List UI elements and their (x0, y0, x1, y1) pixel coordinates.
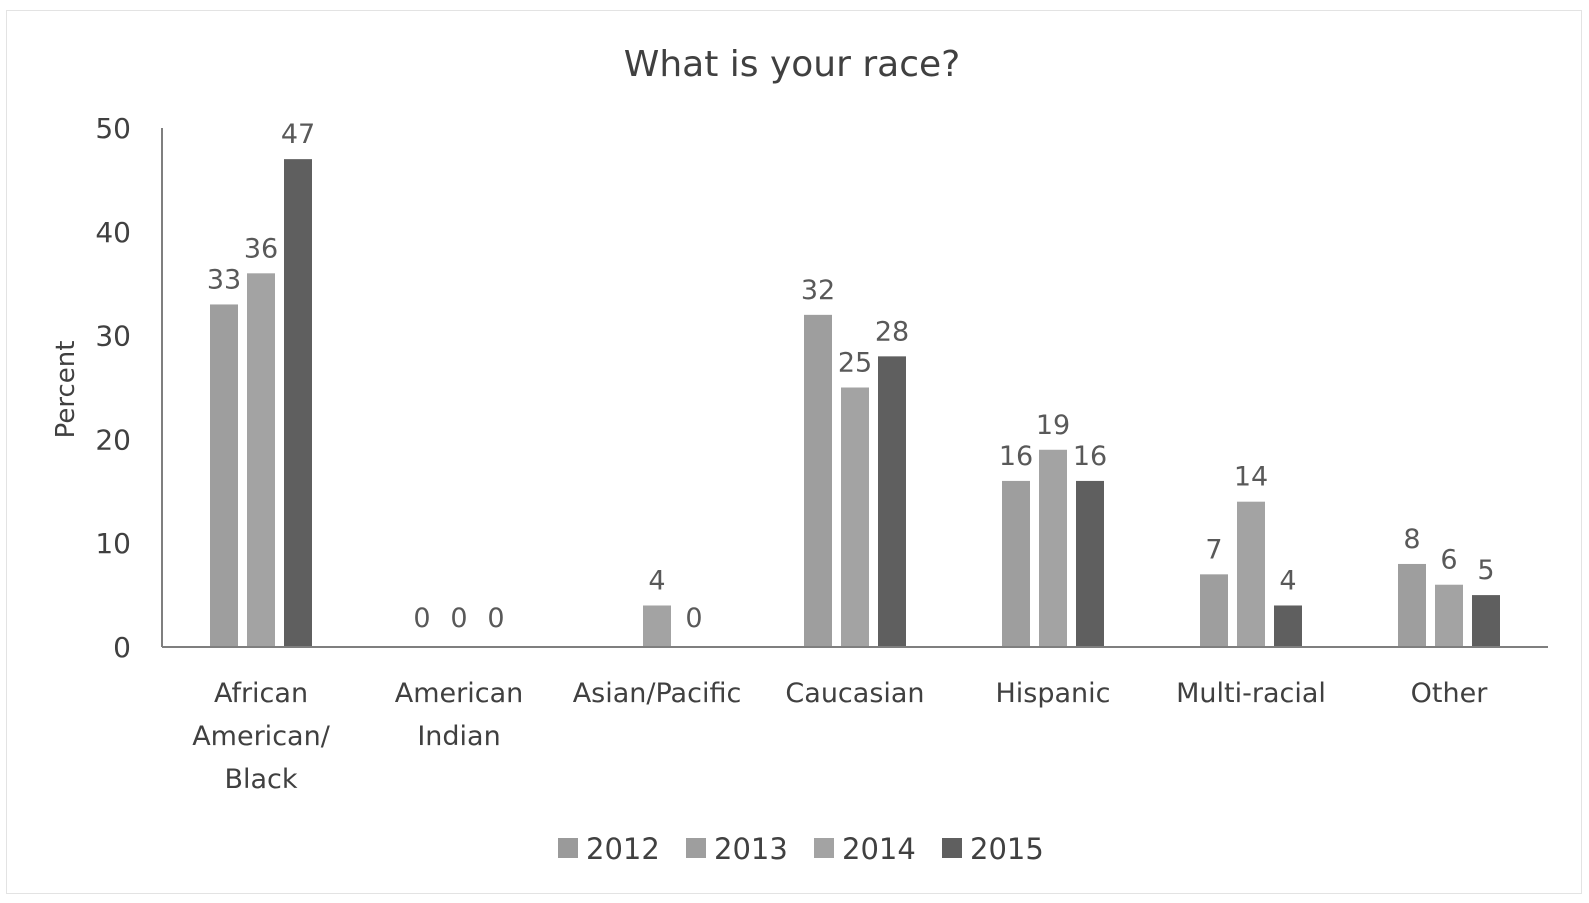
data-label: 16 (1073, 441, 1107, 472)
data-label: 33 (207, 264, 241, 295)
bar (1472, 595, 1500, 647)
chart-title: What is your race? (624, 44, 961, 85)
data-label: 0 (685, 603, 702, 634)
x-tick-label: Indian (417, 721, 500, 752)
bar (1398, 563, 1426, 647)
y-tick-label: 40 (95, 216, 131, 249)
data-label: 4 (1279, 565, 1296, 596)
bar (1002, 480, 1030, 647)
legend-label: 2013 (714, 832, 788, 866)
data-label: 32 (801, 275, 835, 306)
data-label: 25 (838, 348, 872, 379)
bar (1274, 605, 1302, 647)
data-label: 6 (1440, 545, 1457, 576)
legend-swatch (686, 838, 706, 858)
data-label: 8 (1403, 524, 1420, 555)
data-label: 19 (1036, 410, 1070, 441)
bar (1237, 501, 1265, 647)
y-tick-label: 0 (113, 631, 131, 664)
data-label: 0 (487, 603, 504, 634)
y-tick-label: 30 (95, 320, 131, 353)
data-label: 0 (450, 603, 467, 634)
x-tick-label: American (395, 678, 524, 709)
bar (804, 314, 832, 647)
legend-label: 2015 (970, 832, 1044, 866)
bar (1076, 480, 1104, 647)
y-axis-label: Percent (51, 341, 81, 439)
data-label: 28 (875, 316, 909, 347)
chart-frame (6, 10, 1582, 894)
x-tick-label: Multi-racial (1176, 678, 1326, 709)
bar (247, 273, 275, 647)
data-label: 0 (413, 603, 430, 634)
x-tick-label: African (214, 678, 308, 709)
bar (878, 356, 906, 647)
bar (1200, 574, 1228, 647)
data-label: 7 (1205, 534, 1222, 565)
data-label: 16 (999, 441, 1033, 472)
x-tick-label: Other (1411, 678, 1489, 709)
data-label: 4 (648, 565, 665, 596)
bar (643, 605, 671, 647)
data-label: 47 (281, 119, 315, 150)
legend-swatch (814, 838, 834, 858)
legend-label: 2014 (842, 832, 916, 866)
y-tick-label: 10 (95, 527, 131, 560)
bar (1435, 584, 1463, 647)
x-tick-label: Black (224, 764, 297, 795)
y-tick-label: 20 (95, 423, 131, 456)
legend-swatch (558, 838, 578, 858)
data-label: 36 (244, 233, 278, 264)
x-tick-label: Asian/Pacific (573, 678, 742, 709)
y-tick-label: 50 (95, 112, 131, 145)
legend-label: 2012 (586, 832, 660, 866)
bar (1039, 449, 1067, 647)
bar (210, 304, 238, 647)
x-tick-label: Hispanic (995, 678, 1110, 709)
bar (284, 159, 312, 647)
x-tick-label: American/ (192, 721, 330, 752)
data-label: 14 (1234, 462, 1268, 493)
legend-swatch (942, 838, 962, 858)
data-label: 5 (1477, 555, 1494, 586)
bar (841, 387, 869, 647)
x-tick-label: Caucasian (785, 678, 924, 709)
